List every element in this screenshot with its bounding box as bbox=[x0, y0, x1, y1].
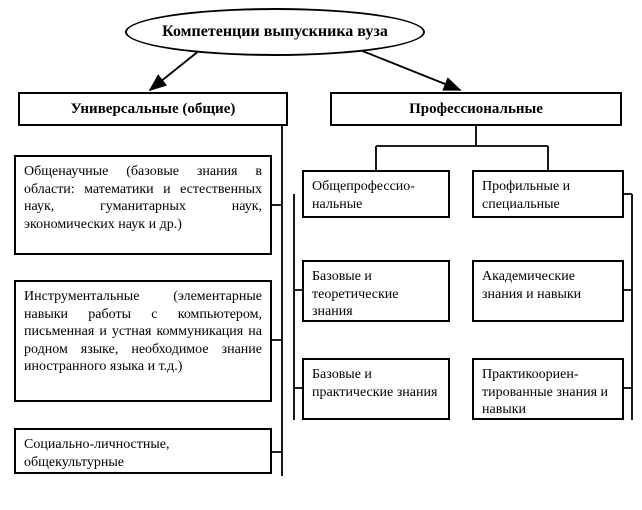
node-instrumental-label: Инструментальные (элемен­тарные навыки р… bbox=[24, 289, 262, 374]
node-instrumental: Инструментальные (элемен­тарные навыки р… bbox=[14, 280, 272, 402]
root-node: Компетенции выпускника вуза bbox=[125, 8, 425, 56]
node-social-label: Социально-личностные, общекультурные bbox=[24, 437, 170, 470]
node-practor: Практикоориен­тированные зна­ния и навык… bbox=[472, 358, 624, 420]
node-practor-label: Практикоориен­тированные зна­ния и навык… bbox=[482, 367, 608, 417]
root-label: Компетенции выпускника вуза bbox=[162, 23, 388, 41]
node-base-pract-label: Базовые и практические знания bbox=[312, 367, 437, 400]
node-base-pract: Базовые и практические знания bbox=[302, 358, 450, 420]
branch-universal: Универсальные (общие) bbox=[18, 92, 288, 126]
branch-professional-label: Профессиональные bbox=[409, 100, 543, 119]
node-profile: Профильные и специальные bbox=[472, 170, 624, 218]
node-gen-prof: Общепрофессио­нальные bbox=[302, 170, 450, 218]
branch-universal-label: Универсальные (общие) bbox=[71, 100, 236, 119]
branch-professional: Профессиональные bbox=[330, 92, 622, 126]
node-base-theor: Базовые и теоретические знания bbox=[302, 260, 450, 322]
node-gen-sci: Общенаучные (базовые зна­ния в области: … bbox=[14, 155, 272, 255]
node-acad-label: Академиче­ские знания и навыки bbox=[482, 269, 581, 302]
node-acad: Академиче­ские знания и навыки bbox=[472, 260, 624, 322]
node-gen-sci-label: Общенаучные (базовые зна­ния в области: … bbox=[24, 164, 262, 232]
node-gen-prof-label: Общепрофессио­нальные bbox=[312, 179, 415, 212]
node-social: Социально-личностные, общекультурные bbox=[14, 428, 272, 474]
node-profile-label: Профильные и специальные bbox=[482, 179, 570, 212]
node-base-theor-label: Базовые и теоретические знания bbox=[312, 269, 398, 319]
